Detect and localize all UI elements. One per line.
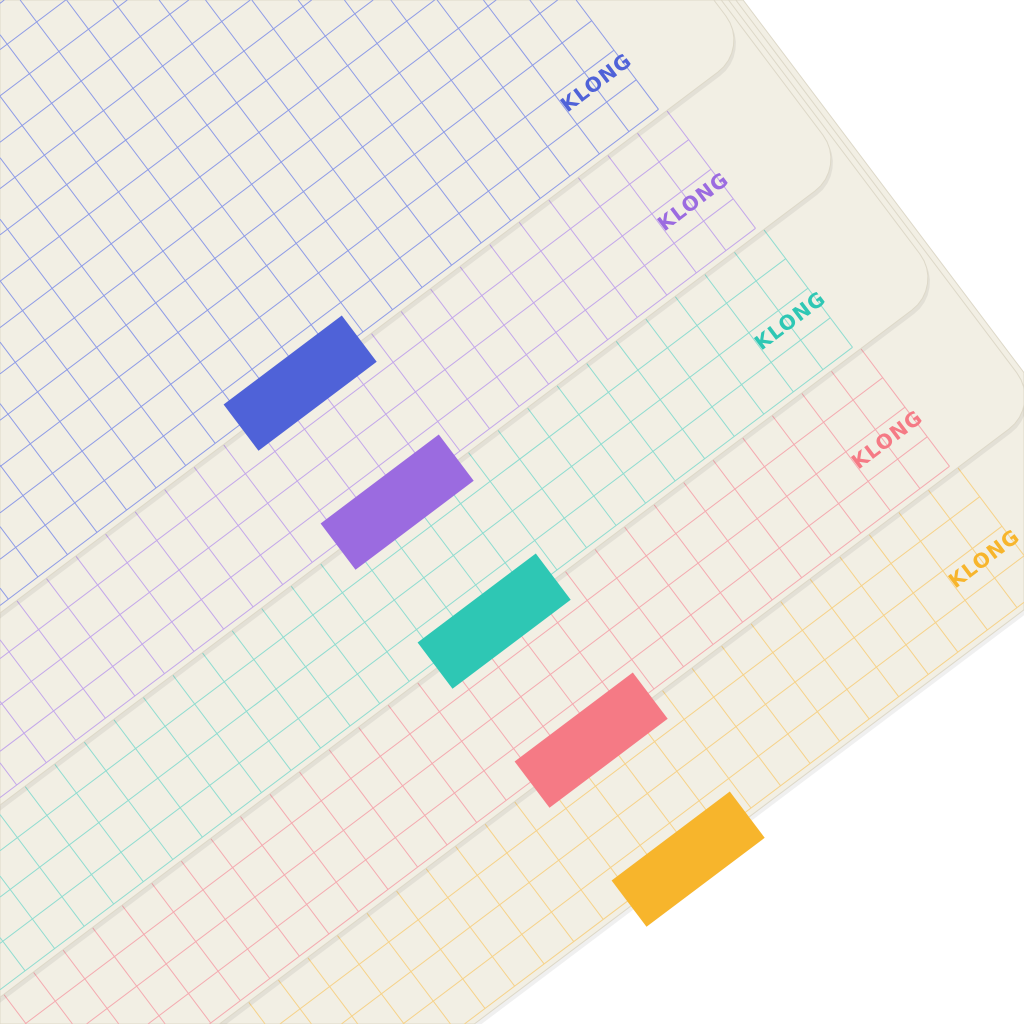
- grid-line: [0, 814, 85, 927]
- grid-line: [0, 20, 593, 467]
- grid-line: [0, 34, 275, 400]
- grid-line: [112, 0, 364, 333]
- grid-line: [0, 937, 26, 972]
- grid-line: [0, 587, 9, 600]
- grid-line: [575, 0, 659, 110]
- grid-line: [0, 875, 55, 949]
- grid-line: [0, 341, 127, 511]
- grid-line: [0, 0, 313, 236]
- grid-lines: [0, 0, 659, 606]
- grid-line: [158, 0, 393, 311]
- grid-line: [0, 346, 853, 991]
- grid-line: [279, 496, 981, 1024]
- grid-line: [0, 988, 27, 1024]
- grid-line: [0, 639, 77, 741]
- grid-line: [344, 0, 512, 222]
- grid-line: [529, 0, 630, 132]
- grid-line: [0, 317, 831, 944]
- grid-line: [0, 577, 106, 719]
- grid-line: [0, 762, 18, 786]
- grid-line: [402, 555, 1024, 1024]
- grid-line: [483, 0, 600, 155]
- washi-tape: [417, 553, 571, 689]
- grid-line: [0, 0, 374, 282]
- grid-line: [0, 168, 712, 706]
- grid-line: [297, 0, 482, 244]
- paper-sheet: [0, 0, 735, 614]
- grid-line: [0, 139, 690, 659]
- grid-line: [0, 0, 559, 421]
- grid-line: [0, 287, 809, 898]
- washi-tape: [320, 434, 474, 570]
- grid-line: [0, 198, 734, 752]
- grid-line: [0, 700, 47, 764]
- notebook-blue: KLONG: [0, 0, 736, 619]
- grid-line: [0, 526, 39, 578]
- grid-line: [0, 49, 615, 514]
- grid-line: [0, 258, 787, 852]
- grid-line: [390, 0, 541, 199]
- grid-line: [0, 95, 246, 422]
- washi-tape: [223, 315, 377, 451]
- grid-line: [0, 218, 187, 466]
- grid-line: [0, 157, 216, 444]
- grid-line: [19, 0, 305, 377]
- grid-line: [86, 406, 906, 1024]
- grid-line: [205, 0, 423, 288]
- grid-line: [0, 0, 5, 4]
- washi-tape: [514, 672, 668, 808]
- grid-line: [24, 377, 884, 1024]
- grid-line: [0, 0, 497, 375]
- grid-line: [341, 525, 1003, 1024]
- grid-line: [251, 0, 452, 266]
- grid-line: [0, 79, 637, 560]
- grid-line: [147, 436, 928, 1024]
- grid-line: [0, 0, 436, 328]
- washi-tape: [611, 791, 765, 927]
- grid-line: [0, 0, 251, 189]
- grid-line: [0, 280, 157, 489]
- grid-line: [0, 0, 190, 143]
- grid-line: [0, 403, 98, 533]
- grid-line: [0, 0, 67, 50]
- grid-line: [0, 0, 128, 97]
- grid-line: [0, 464, 68, 556]
